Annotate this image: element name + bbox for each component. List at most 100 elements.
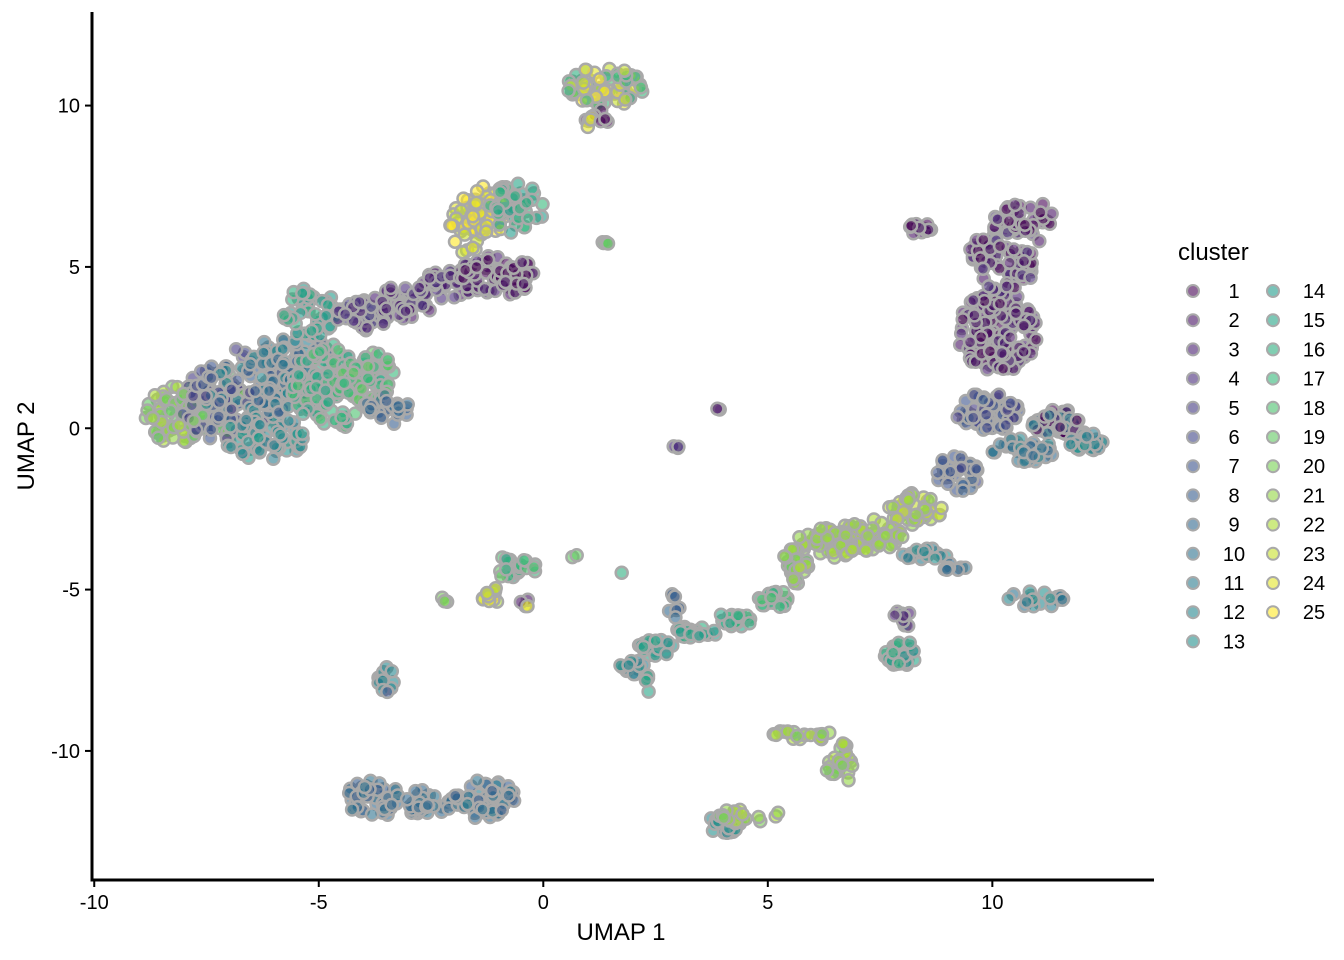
point-cluster-20 <box>789 728 805 744</box>
point-cluster-13 <box>659 646 674 662</box>
point-cluster-15 <box>636 639 651 655</box>
point-cluster-9 <box>501 788 516 803</box>
point-cluster-9 <box>668 610 683 625</box>
point-cluster-22 <box>735 807 750 822</box>
point-cluster-2 <box>1007 197 1023 213</box>
x-tick-label: 0 <box>538 892 549 914</box>
point-cluster-1 <box>903 218 919 233</box>
point-cluster-23 <box>617 63 632 78</box>
point-cluster-17 <box>337 375 352 391</box>
point-cluster-21 <box>847 516 862 532</box>
legend-key-1 <box>1186 284 1200 298</box>
point-cluster-9 <box>939 562 955 578</box>
point-cluster-9 <box>408 783 423 799</box>
point-cluster-25 <box>447 234 463 249</box>
point-cluster-21 <box>813 521 829 536</box>
legend-label-24: 24 <box>1303 573 1325 595</box>
point-cluster-7 <box>943 464 958 480</box>
point-cluster-4 <box>337 307 353 322</box>
point-cluster-14 <box>503 225 519 240</box>
point-cluster-18 <box>579 92 595 108</box>
legend-label-20: 20 <box>1303 456 1325 478</box>
point-cluster-6 <box>224 382 239 397</box>
point-cluster-1 <box>1028 332 1044 347</box>
legend-key-5 <box>1186 400 1200 415</box>
y-tick-label: 0 <box>69 418 80 440</box>
point-cluster-16 <box>320 366 336 382</box>
point-cluster-6 <box>1003 395 1018 411</box>
point-cluster-17 <box>561 83 576 98</box>
legend-label-11: 11 <box>1224 573 1245 595</box>
point-cluster-21 <box>792 529 807 545</box>
point-cluster-10 <box>470 773 485 788</box>
point-cluster-22 <box>835 736 851 751</box>
legend-label-13: 13 <box>1223 631 1245 653</box>
point-cluster-1 <box>992 296 1008 311</box>
y-ticks: -10 -5 0 5 10 <box>51 96 92 763</box>
legend-key-12 <box>1186 605 1200 620</box>
point-cluster-11 <box>1042 407 1057 423</box>
point-cluster-3 <box>383 280 398 296</box>
point-cluster-7 <box>380 684 395 700</box>
point-cluster-2 <box>514 255 530 270</box>
point-cluster-24 <box>478 224 494 240</box>
legend-label-7: 7 <box>1228 456 1239 478</box>
point-cluster-14 <box>223 419 238 434</box>
point-cluster-11 <box>266 451 281 467</box>
point-cluster-5 <box>991 387 1007 402</box>
legend-label-19: 19 <box>1303 427 1325 449</box>
legend-key-21 <box>1266 488 1280 503</box>
point-cluster-7 <box>930 465 946 480</box>
point-cluster-18 <box>313 411 328 427</box>
point-cluster-21 <box>777 549 792 564</box>
point-cluster-1 <box>1033 205 1048 220</box>
point-cluster-24 <box>520 598 535 614</box>
point-cluster-4 <box>671 439 686 455</box>
point-cluster-10 <box>992 437 1008 452</box>
point-cluster-25 <box>465 209 481 224</box>
point-cluster-24 <box>465 240 480 256</box>
legend-label-1: 1 <box>1228 281 1239 303</box>
point-cluster-8 <box>379 393 394 409</box>
legend-key-3 <box>1186 342 1200 357</box>
point-cluster-6 <box>978 407 994 422</box>
legend-key-13 <box>1186 634 1200 649</box>
x-tick-label: 10 <box>981 892 1003 914</box>
point-cluster-2 <box>1002 330 1018 345</box>
point-cluster-11 <box>900 550 916 566</box>
legend-key-24 <box>1266 576 1280 590</box>
point-cluster-18 <box>526 560 542 575</box>
point-cluster-3 <box>990 211 1005 227</box>
point-cluster-1 <box>976 232 991 247</box>
point-cluster-14 <box>691 628 707 644</box>
legend-key-18 <box>1266 400 1280 415</box>
point-cluster-12 <box>223 439 239 455</box>
legend-key-14 <box>1266 284 1280 298</box>
point-cluster-17 <box>772 599 788 614</box>
point-cluster-6 <box>965 410 981 425</box>
point-cluster-21 <box>901 492 916 508</box>
point-cluster-9 <box>1025 448 1041 463</box>
point-cluster-20 <box>437 593 452 609</box>
point-cluster-21 <box>841 773 856 788</box>
point-cluster-20 <box>835 758 850 773</box>
point-cluster-8 <box>975 392 991 408</box>
legend-title: cluster <box>1178 239 1249 266</box>
point-cluster-18 <box>380 352 395 368</box>
point-cluster-13 <box>272 427 288 442</box>
legend-key-22 <box>1266 517 1280 532</box>
y-tick-label: 10 <box>58 96 80 118</box>
point-cluster-17 <box>334 410 349 425</box>
legend-label-18: 18 <box>1303 398 1325 420</box>
point-cluster-11 <box>1026 417 1041 433</box>
point-cluster-11 <box>1019 594 1034 610</box>
legend-key-10 <box>1186 546 1200 561</box>
point-cluster-8 <box>955 483 971 498</box>
point-cluster-17 <box>312 344 327 359</box>
point-cluster-16 <box>730 608 746 623</box>
point-cluster-20 <box>819 763 835 778</box>
legend-key-19 <box>1266 430 1280 444</box>
point-cluster-2 <box>1016 253 1032 269</box>
x-tick-label: -5 <box>310 892 328 914</box>
point-cluster-2 <box>710 401 725 417</box>
